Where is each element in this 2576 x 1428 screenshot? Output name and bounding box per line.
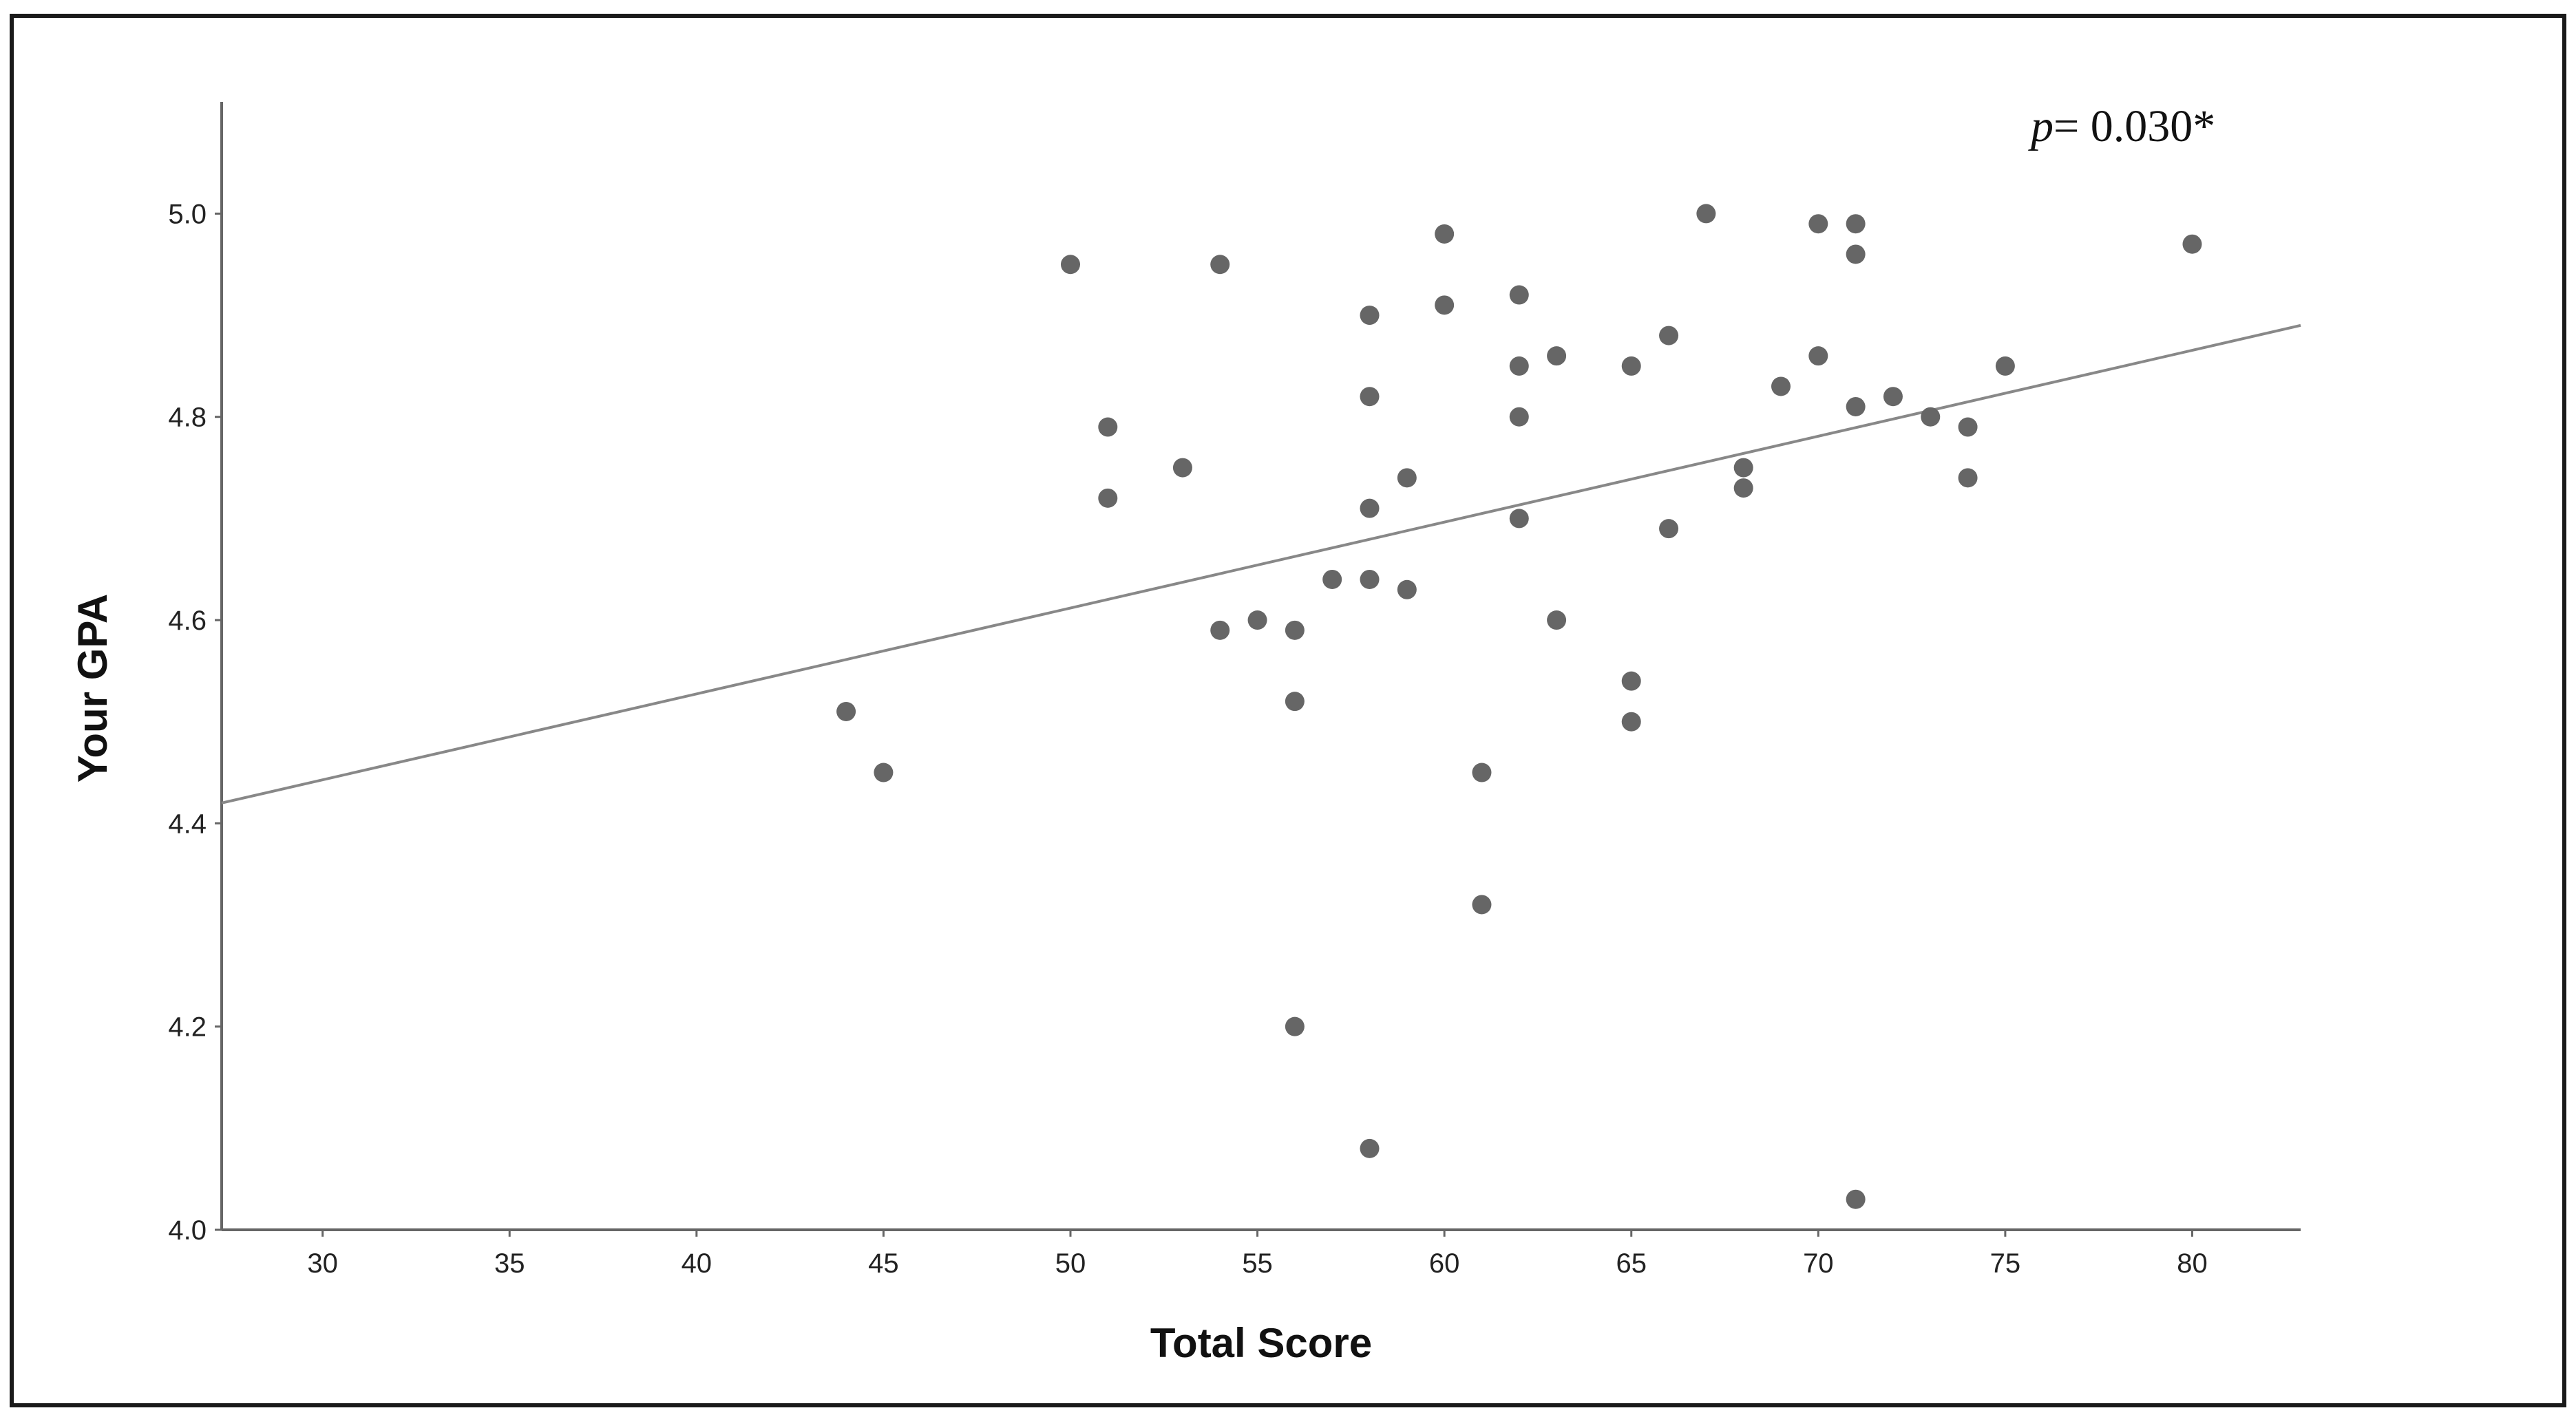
data-point [1846, 214, 1866, 234]
y-tick-label: 4.8 [168, 403, 207, 433]
x-tick-label: 55 [1242, 1248, 1273, 1279]
data-point [1098, 417, 1118, 437]
data-point [836, 701, 856, 721]
data-point [1210, 620, 1230, 640]
data-point [1696, 204, 1716, 224]
data-point [1958, 468, 1978, 488]
p-value-annotation: p= 0.030* [2028, 101, 2215, 151]
data-point [1060, 255, 1080, 275]
data-point [1659, 519, 1679, 539]
x-tick-label: 75 [1990, 1248, 2021, 1279]
data-point [1509, 285, 1529, 305]
x-tick-label: 45 [868, 1248, 899, 1279]
data-point [1509, 407, 1529, 427]
data-point [1621, 356, 1641, 376]
data-point [1808, 346, 1828, 366]
y-tick-label: 5.0 [168, 199, 207, 229]
data-point [1397, 579, 1417, 599]
data-point [1247, 610, 1267, 630]
data-point [1733, 458, 1753, 478]
data-point [1883, 387, 1903, 407]
data-point [1659, 326, 1679, 345]
x-tick-label: 40 [682, 1248, 712, 1279]
data-point [1285, 620, 1305, 640]
data-point [874, 763, 894, 782]
x-tick-label: 35 [494, 1248, 525, 1279]
y-tick-label: 4.6 [168, 606, 207, 636]
data-point [1846, 1189, 1866, 1209]
data-point [1360, 1138, 1380, 1158]
data-point [1397, 468, 1417, 488]
regression-line [221, 323, 2301, 804]
data-point [1621, 712, 1641, 732]
data-point [1472, 895, 1492, 915]
x-tick-label: 70 [1803, 1248, 1834, 1279]
data-point [1995, 356, 2015, 376]
data-point [1172, 458, 1192, 478]
p-value-symbol: p [2028, 101, 2054, 151]
data-point [1360, 306, 1380, 326]
data-point [1210, 255, 1230, 275]
y-tick-label: 4.0 [168, 1215, 207, 1246]
x-tick-label: 80 [2177, 1248, 2208, 1279]
data-point [1547, 610, 1567, 630]
data-point [1509, 509, 1529, 529]
data-point [1098, 488, 1118, 508]
data-point [1958, 417, 1978, 437]
data-point [1547, 346, 1567, 366]
data-point [2182, 234, 2202, 254]
axes [220, 102, 2301, 1231]
data-point [1808, 214, 1828, 234]
x-tick-label: 50 [1055, 1248, 1086, 1279]
data-point [1846, 244, 1866, 264]
data-point [1733, 478, 1753, 498]
data-point [1435, 224, 1455, 244]
y-tick-label: 4.4 [168, 809, 207, 839]
data-point [1921, 407, 1941, 427]
x-axis-title: Total Score [1150, 1320, 1372, 1366]
data-point [1360, 498, 1380, 518]
data-point [1621, 671, 1641, 691]
x-tick-label: 65 [1616, 1248, 1647, 1279]
x-ticks: 30 35 40 45 50 55 60 65 70 75 80 [307, 1230, 2208, 1279]
data-point [1472, 763, 1492, 782]
p-value-text: = 0.030* [2054, 101, 2215, 151]
x-tick-label: 30 [307, 1248, 338, 1279]
y-axis-title: Your GPA [70, 594, 116, 782]
data-point [1360, 387, 1380, 407]
x-tick-label: 60 [1429, 1248, 1460, 1279]
data-points [836, 204, 2202, 1209]
data-point [1846, 396, 1866, 416]
chart-frame [10, 14, 2566, 1407]
data-point [1285, 692, 1305, 712]
data-point [1285, 1016, 1305, 1036]
y-ticks: 4.0 4.2 4.4 4.6 4.8 5.0 [168, 199, 222, 1246]
y-tick-label: 4.2 [168, 1012, 207, 1043]
data-point [1360, 569, 1380, 589]
data-point [1435, 295, 1455, 315]
data-point [1509, 356, 1529, 376]
data-point [1771, 376, 1791, 396]
data-point [1322, 569, 1342, 589]
